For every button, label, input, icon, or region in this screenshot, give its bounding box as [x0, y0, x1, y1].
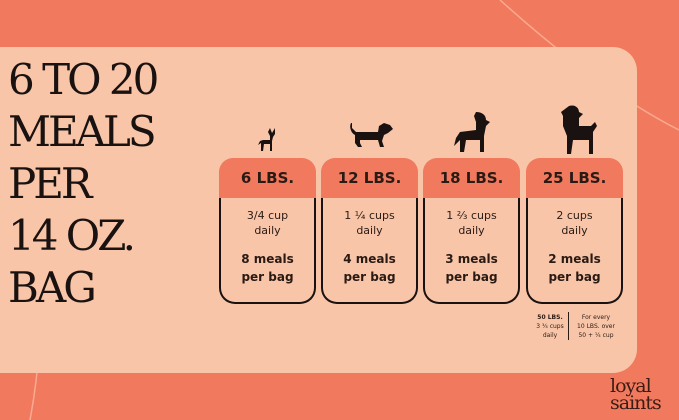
chihuahua-icon [258, 128, 275, 151]
card-meals: 2 meals per bag [528, 250, 621, 286]
footnote-50lbs: 50 LBS. 3 ¾ cups daily [533, 313, 567, 340]
headline-line: MEALS [8, 107, 157, 156]
card-body: 3/4 cup daily 8 meals per bag [219, 198, 316, 304]
headline-line: BAG [8, 263, 97, 312]
meals-count: 8 meals [241, 252, 294, 266]
dachshund-icon [350, 123, 393, 147]
card-meals: 8 meals per bag [221, 250, 314, 286]
meals-count: 2 meals [548, 252, 601, 266]
feeding-card-25lbs: 25 LBS. 2 cups daily 2 meals per bag [526, 158, 623, 304]
card-weight: 18 LBS. [423, 158, 520, 198]
headline: 6 TO 20 MEALS PER 14 OZ. BAG [8, 54, 213, 314]
card-frequency: daily [356, 224, 383, 237]
meals-unit: per bag [548, 270, 601, 284]
footnote-divider [568, 312, 569, 340]
footnote-line: 3 ¾ cups [536, 323, 564, 330]
card-frequency: daily [458, 224, 485, 237]
card-weight: 12 LBS. [321, 158, 418, 198]
footnote-extra: For every 10 LBS. over 50 + ¼ cup [571, 313, 621, 340]
feeding-card-18lbs: 18 LBS. 1 ⅔ cups daily 3 meals per bag [423, 158, 520, 304]
card-frequency: daily [561, 224, 588, 237]
feeding-card-12lbs: 12 LBS. 1 ¼ cups daily 4 meals per bag [321, 158, 418, 304]
headline-line: 6 TO 20 [8, 55, 159, 104]
poodle-icon [561, 105, 597, 154]
feeding-card-6lbs: 6 LBS. 3/4 cup daily 8 meals per bag [219, 158, 316, 304]
card-body: 2 cups daily 2 meals per bag [526, 198, 623, 304]
footnote-line: 50 LBS. [537, 314, 563, 321]
card-weight: 25 LBS. [526, 158, 623, 198]
brand-logo: loyal saints [610, 375, 662, 414]
meals-unit: per bag [343, 270, 396, 284]
headline-line: 14 OZ. [8, 211, 136, 260]
card-body: 1 ¼ cups daily 4 meals per bag [321, 198, 418, 304]
card-amount: 1 ⅔ cups [446, 209, 497, 222]
card-body: 1 ⅔ cups daily 3 meals per bag [423, 198, 520, 304]
meals-unit: per bag [241, 270, 294, 284]
card-meals: 3 meals per bag [425, 250, 518, 286]
logo-line: saints [610, 392, 662, 414]
footnote-line: daily [542, 332, 558, 339]
spaniel-icon [454, 112, 490, 152]
meals-count: 3 meals [445, 252, 498, 266]
headline-line: PER [8, 159, 93, 208]
card-amount: 2 cups [556, 209, 593, 222]
footnote-line: 50 + ¼ cup [578, 332, 614, 339]
card-meals: 4 meals per bag [323, 250, 416, 286]
card-weight: 6 LBS. [219, 158, 316, 198]
card-amount: 1 ¼ cups [344, 209, 395, 222]
footnote-line: 10 LBS. over [577, 323, 615, 330]
footnote-line: For every [581, 314, 611, 321]
logo-line: loyal [610, 375, 652, 397]
card-amount: 3/4 cup [246, 209, 289, 222]
meals-count: 4 meals [343, 252, 396, 266]
card-frequency: daily [254, 224, 281, 237]
meals-unit: per bag [445, 270, 498, 284]
